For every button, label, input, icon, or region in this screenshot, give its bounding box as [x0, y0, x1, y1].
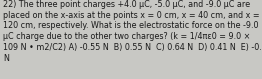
Text: 22) The three point charges +4.0 μC, -5.0 μC, and -9.0 μC are
placed on the x-ax: 22) The three point charges +4.0 μC, -5.…: [3, 0, 262, 63]
